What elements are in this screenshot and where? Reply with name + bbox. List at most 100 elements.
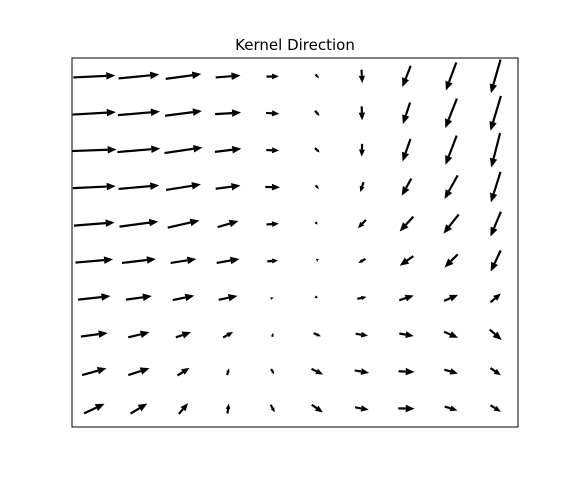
quiver-arrow <box>490 211 502 237</box>
arrow-head <box>314 295 318 299</box>
arrow-shaft <box>405 178 413 189</box>
arrow-head <box>107 145 117 154</box>
arrow-head <box>225 403 231 410</box>
arrow-shaft <box>314 110 318 114</box>
arrow-shaft <box>314 73 318 77</box>
quiver-arrow <box>399 215 415 232</box>
quiver-arrow <box>117 145 161 154</box>
arrow-head <box>490 192 498 203</box>
quiver-arrow <box>218 294 238 302</box>
arrow-shaft <box>314 147 318 151</box>
quiver-arrow <box>217 219 239 229</box>
quiver-arrow <box>314 147 320 153</box>
arrow-shaft <box>355 332 362 336</box>
quiver-arrow <box>443 213 460 234</box>
arrow-head <box>316 148 320 153</box>
quiver-arrow <box>175 331 192 339</box>
arrow-head <box>444 189 453 199</box>
arrow-head <box>106 72 116 80</box>
arrow-shaft <box>444 405 451 410</box>
quiver-arrow <box>355 331 369 338</box>
arrow-head <box>227 294 238 302</box>
arrow-head <box>271 110 280 117</box>
quiver-arrow <box>402 102 412 125</box>
arrow-shaft <box>164 147 194 155</box>
arrow-head <box>489 157 498 168</box>
arrow-head <box>150 182 160 190</box>
arrow-shaft <box>178 408 184 415</box>
quiver-arrow <box>311 367 324 375</box>
arrow-head <box>358 75 365 84</box>
arrow-head <box>449 405 458 412</box>
arrow-head <box>270 407 275 413</box>
arrow-head <box>192 108 202 116</box>
arrow-head <box>193 145 203 153</box>
quiver-arrow <box>357 295 367 301</box>
quiver-arrow <box>314 73 320 79</box>
arrow-shaft <box>119 221 150 228</box>
quiver-arrow <box>119 218 159 228</box>
arrow-head <box>405 367 415 376</box>
arrow-head <box>445 155 453 165</box>
quiver-arrow <box>77 293 111 301</box>
quiver-arrow <box>118 182 160 191</box>
arrow-shaft <box>83 406 97 415</box>
quiver-arrow <box>167 218 200 229</box>
arrow-head <box>103 256 114 264</box>
quiver-arrow <box>490 171 502 203</box>
arrow-head <box>180 403 189 412</box>
arrow-head <box>184 293 195 302</box>
quiver-arrow <box>269 404 275 413</box>
quiver-arrow <box>314 221 318 225</box>
arrow-head <box>149 71 160 80</box>
arrow-shaft <box>269 404 274 409</box>
arrow-head <box>360 368 370 375</box>
arrow-head <box>228 219 239 228</box>
arrow-head <box>399 257 410 266</box>
quiver-arrow <box>266 110 280 117</box>
quiver-arrow <box>358 257 367 263</box>
arrow-layer <box>71 59 502 415</box>
quiver-arrow <box>398 404 415 413</box>
arrow-shaft <box>313 332 318 336</box>
arrow-shaft <box>71 148 108 153</box>
quiver-arrow <box>164 108 202 117</box>
quiver-arrow <box>215 182 241 191</box>
arrow-head <box>226 368 230 373</box>
quiver-arrow <box>398 367 415 376</box>
arrow-shaft <box>443 297 451 302</box>
arrow-head <box>493 368 501 376</box>
arrow-shaft <box>121 258 148 265</box>
arrow-head <box>271 73 279 80</box>
arrow-shaft <box>443 368 451 373</box>
arrow-shaft <box>448 213 460 228</box>
arrow-head <box>402 77 410 88</box>
quiver-arrow <box>489 95 502 131</box>
arrow-shaft <box>215 112 233 116</box>
arrow-head <box>137 403 148 412</box>
quiver-arrow <box>128 330 150 339</box>
arrow-head <box>402 114 410 125</box>
arrow-shaft <box>117 111 152 117</box>
arrow-shaft <box>361 257 367 262</box>
arrow-head <box>181 367 190 375</box>
arrow-shaft <box>398 297 407 302</box>
arrow-shaft <box>75 259 105 264</box>
arrow-head <box>101 293 111 301</box>
arrow-head <box>359 185 365 193</box>
quiver-arrow <box>357 219 367 229</box>
arrow-shaft <box>492 211 502 229</box>
arrow-head <box>191 71 202 79</box>
arrow-head <box>445 80 453 91</box>
arrow-head <box>489 83 498 94</box>
arrow-head <box>316 75 320 79</box>
quiver-arrow <box>266 73 279 80</box>
arrow-head <box>493 293 501 301</box>
quiver-arrow <box>359 181 365 193</box>
quiver-arrow <box>314 295 318 299</box>
arrow-shaft <box>80 333 99 338</box>
arrow-head <box>96 367 107 375</box>
arrow-head <box>399 222 409 232</box>
arrow-shaft <box>217 222 231 229</box>
